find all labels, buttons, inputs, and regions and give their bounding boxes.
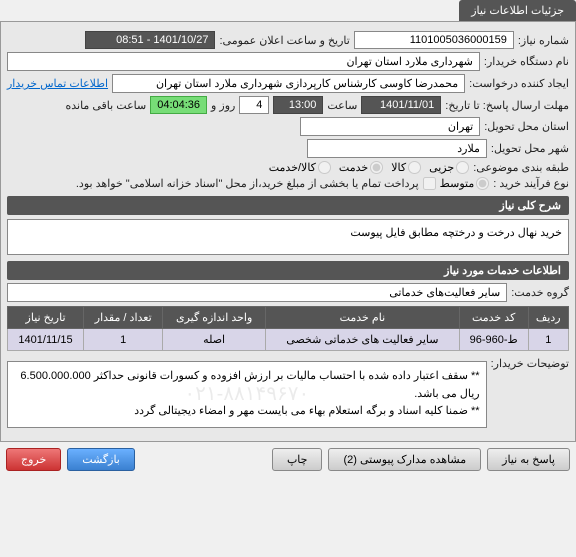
services-header: اطلاعات خدمات مورد نیاز bbox=[7, 261, 569, 280]
announce-label: تاریخ و ساعت اعلان عمومی: bbox=[219, 34, 349, 47]
table-header: تعداد / مقدار bbox=[84, 307, 163, 329]
table-header: واحد اندازه گیری bbox=[163, 307, 266, 329]
respond-button[interactable]: پاسخ به نیاز bbox=[487, 448, 570, 471]
table-header: ردیف bbox=[528, 307, 569, 329]
print-button[interactable]: چاپ bbox=[272, 448, 323, 471]
city-label: شهر محل تحویل: bbox=[491, 142, 569, 155]
deadline-time: 13:00 bbox=[273, 96, 323, 114]
payment-check[interactable]: پرداخت تمام یا بخشی از مبلغ خرید،از محل … bbox=[76, 177, 436, 190]
table-header: نام خدمت bbox=[265, 307, 459, 329]
table-cell: سایر فعالیت های خدماتی شخصی bbox=[265, 329, 459, 351]
table-cell: 1401/11/15 bbox=[8, 329, 84, 351]
table-header: تاریخ نیاز bbox=[8, 307, 84, 329]
need-no-label: شماره نیاز: bbox=[518, 34, 569, 47]
process-label: نوع فرآیند خرید : bbox=[493, 177, 569, 190]
table-cell: ط-960-96 bbox=[459, 329, 528, 351]
table-row: 1ط-960-96سایر فعالیت های خدماتی شخصیاصله… bbox=[8, 329, 569, 351]
attachments-button[interactable]: مشاهده مدارک پیوستی (2) bbox=[328, 448, 481, 471]
radio-goods-service[interactable]: کالا/خدمت bbox=[269, 161, 331, 174]
buyer-notes-box: ** سقف اعتبار داده شده با احتساب مالیات … bbox=[7, 361, 487, 428]
requester-value: محمدرضا کاوسی کارشناس کارپردازی شهرداری … bbox=[112, 74, 465, 93]
services-table: ردیفکد خدمتنام خدمتواحد اندازه گیریتعداد… bbox=[7, 306, 569, 351]
days-left: 4 bbox=[239, 96, 269, 114]
details-panel: شماره نیاز: 1101005036000159 تاریخ و ساع… bbox=[0, 21, 576, 442]
table-cell: اصله bbox=[163, 329, 266, 351]
table-cell: 1 bbox=[528, 329, 569, 351]
description-box: خرید نهال درخت و درختچه مطابق فایل پیوست bbox=[7, 219, 569, 255]
service-group-label: گروه خدمت: bbox=[511, 286, 569, 299]
notes-line-1: ** سقف اعتبار داده شده با احتساب مالیات … bbox=[14, 368, 480, 403]
exit-button[interactable]: خروج bbox=[6, 448, 61, 471]
contact-info-link[interactable]: اطلاعات تماس خریدار bbox=[7, 77, 108, 90]
buyer-org-label: نام دستگاه خریدار: bbox=[484, 55, 569, 68]
page-tab: جزئیات اطلاعات نیاز bbox=[459, 0, 576, 21]
radio-goods[interactable]: کالا bbox=[391, 161, 421, 174]
announce-value: 1401/10/27 - 08:51 bbox=[85, 31, 215, 49]
table-header: کد خدمت bbox=[459, 307, 528, 329]
need-no-value: 1101005036000159 bbox=[354, 31, 514, 49]
buyer-org-value: شهرداری ملارد استان تهران bbox=[7, 52, 480, 71]
service-group-value: سایر فعالیت‌های خدماتی bbox=[7, 283, 507, 302]
notes-line-2: ** ضمنا کلیه اسناد و برگه استعلام بهاء م… bbox=[14, 403, 480, 421]
desc-header: شرح کلی نیاز bbox=[7, 196, 569, 215]
radio-partial[interactable]: جزیی bbox=[429, 161, 469, 174]
province-label: استان محل تحویل: bbox=[484, 120, 569, 133]
table-cell: 1 bbox=[84, 329, 163, 351]
buyer-notes-label: توضیحات خریدار: bbox=[491, 357, 569, 370]
process-radio-group: متوسط bbox=[440, 177, 490, 190]
class-radio-group: جزیی کالا خدمت کالا/خدمت bbox=[269, 161, 469, 174]
days-word: روز و bbox=[211, 99, 235, 112]
countdown-timer: 04:04:36 bbox=[150, 96, 207, 114]
remaining-label: ساعت باقی مانده bbox=[65, 99, 146, 112]
action-bar: پاسخ به نیاز مشاهده مدارک پیوستی (2) چاپ… bbox=[0, 442, 576, 477]
deadline-date: 1401/11/01 bbox=[361, 96, 441, 114]
radio-medium[interactable]: متوسط bbox=[440, 177, 490, 190]
deadline-label: مهلت ارسال پاسخ: تا تاریخ: bbox=[445, 99, 569, 112]
province-value: تهران bbox=[300, 117, 480, 136]
radio-service[interactable]: خدمت bbox=[339, 161, 383, 174]
time-word-1: ساعت bbox=[327, 99, 357, 112]
class-label: طبقه بندی موضوعی: bbox=[473, 161, 569, 174]
city-value: ملارد bbox=[307, 139, 487, 158]
requester-label: ایجاد کننده درخواست: bbox=[469, 77, 569, 90]
back-button[interactable]: بازگشت bbox=[67, 448, 135, 471]
